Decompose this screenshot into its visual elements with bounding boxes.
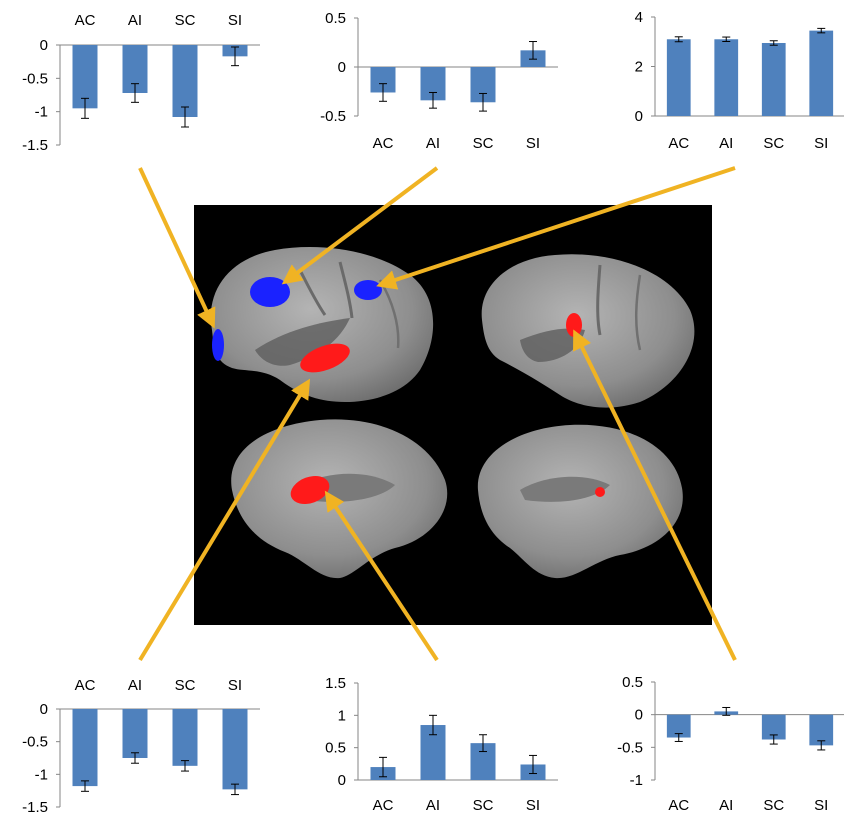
category-label-AI: AI <box>719 135 733 152</box>
category-label-AI: AI <box>719 797 733 814</box>
bar-AI <box>714 39 739 116</box>
category-label-AI: AI <box>426 797 440 814</box>
category-label-SC: SC <box>175 12 196 29</box>
y-tick-label: -1 <box>35 766 48 783</box>
brain-panel <box>194 205 712 625</box>
blue-cluster-parietal <box>354 280 382 300</box>
arrow-bottom-left <box>138 378 311 662</box>
red-cluster-right-medial <box>595 487 605 497</box>
y-tick-label: 0 <box>40 701 48 718</box>
bar-AC <box>72 709 98 787</box>
arrow-bottom-right <box>573 329 737 661</box>
bar-SI <box>809 30 834 116</box>
y-tick-label: 2 <box>635 59 643 76</box>
arrows <box>138 166 737 662</box>
category-label-SC: SC <box>473 135 494 152</box>
bar-SC <box>172 709 198 766</box>
y-tick-label: -0.5 <box>320 108 346 125</box>
chart-top-left: 0 -0.5 -1 -1.5 AC AI SC SI <box>22 12 260 154</box>
y-tick-label: -1.5 <box>22 799 48 815</box>
category-label-AI: AI <box>128 12 142 29</box>
red-cluster-right-temporal <box>566 313 582 337</box>
category-label-SC: SC <box>473 797 494 814</box>
category-label-AC: AC <box>373 797 394 814</box>
y-tick-label: 0 <box>338 59 346 76</box>
category-label-SC: SC <box>175 677 196 694</box>
arrow-bottom-middle <box>324 490 439 662</box>
y-tick-label: 0.5 <box>325 10 346 27</box>
category-label-SI: SI <box>228 12 242 29</box>
chart-top-middle: 0.5 0 -0.5 AC AI SC SI <box>320 10 558 152</box>
bar-AC <box>666 39 691 116</box>
y-tick-label: -1.5 <box>22 137 48 154</box>
chart-top-right: 4 2 0 AC AI SC SI <box>635 9 844 152</box>
y-tick-label: 0 <box>40 37 48 54</box>
chart-bottom-middle: 1.5 1 0.5 0 AC AI SC SI <box>325 675 558 814</box>
y-tick-label: -0.5 <box>22 70 48 87</box>
chart-bottom-right: 0.5 0 -0.5 -1 AC AI SC SI <box>617 674 844 814</box>
category-label-SI: SI <box>228 677 242 694</box>
category-label-AC: AC <box>75 677 96 694</box>
category-label-AI: AI <box>128 677 142 694</box>
category-label-SC: SC <box>763 135 784 152</box>
y-tick-label: 0 <box>635 707 643 724</box>
bar-SC <box>761 714 786 740</box>
chart-bottom-left: 0 -0.5 -1 -1.5 AC AI SC SI <box>22 677 260 815</box>
arrow-top-right <box>376 166 736 290</box>
arrow-top-left <box>138 167 216 329</box>
y-tick-label: 1 <box>338 707 346 724</box>
bar-AI <box>122 709 148 758</box>
y-tick-label: -0.5 <box>617 739 643 756</box>
y-tick-label: 0.5 <box>622 674 643 691</box>
y-tick-label: 4 <box>635 9 643 26</box>
y-tick-label: 0 <box>635 108 643 125</box>
red-cluster-temporal <box>300 343 350 373</box>
y-tick-label: -1 <box>630 772 643 789</box>
category-label-SI: SI <box>526 135 540 152</box>
bar-SC <box>172 45 198 117</box>
bar-AC <box>666 714 691 738</box>
category-label-SI: SI <box>814 797 828 814</box>
y-tick-label: -1 <box>35 104 48 121</box>
y-tick-label: 1.5 <box>325 675 346 692</box>
bar-AC <box>72 45 98 109</box>
category-label-AC: AC <box>668 135 689 152</box>
category-label-AI: AI <box>426 135 440 152</box>
category-label-AC: AC <box>373 135 394 152</box>
y-tick-label: 0 <box>338 772 346 789</box>
bar-SC <box>761 42 786 116</box>
category-label-SI: SI <box>814 135 828 152</box>
blue-cluster-prefrontal <box>212 329 224 361</box>
right-medial-hemisphere <box>477 424 683 579</box>
arrow-top-middle <box>281 166 439 285</box>
y-tick-label: -0.5 <box>22 734 48 751</box>
category-label-SI: SI <box>526 797 540 814</box>
category-label-AC: AC <box>668 797 689 814</box>
bar-SI <box>809 714 834 746</box>
y-tick-label: 0.5 <box>325 740 346 757</box>
bar-SI <box>222 709 248 790</box>
category-label-AC: AC <box>75 12 96 29</box>
category-label-SC: SC <box>763 797 784 814</box>
blue-cluster-frontal <box>250 277 290 307</box>
red-cluster-medial <box>290 475 330 505</box>
